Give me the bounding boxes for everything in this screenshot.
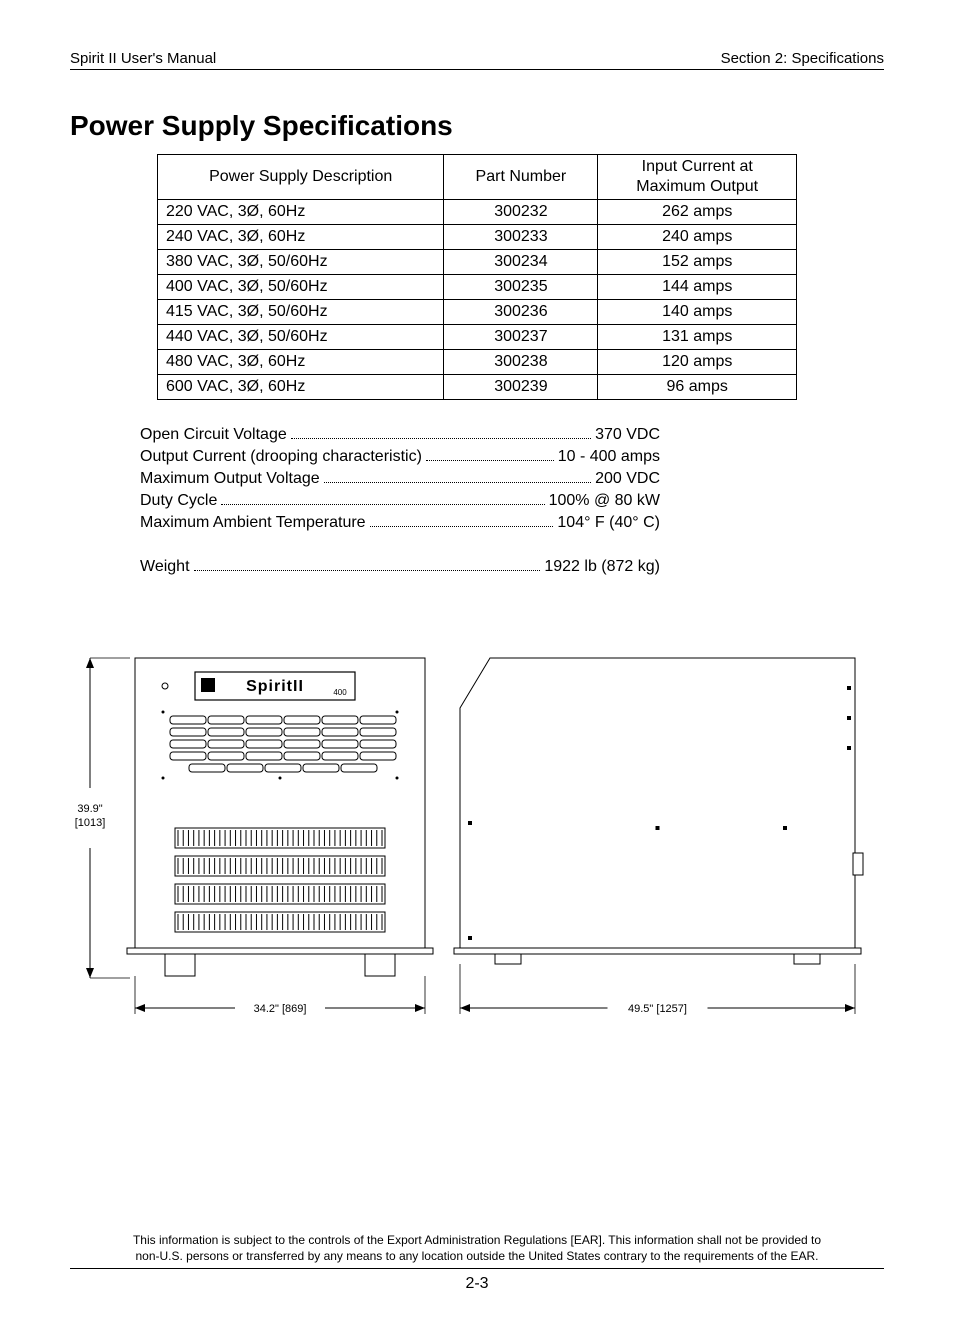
cell-description: 600 VAC, 3Ø, 60Hz: [158, 375, 444, 400]
svg-text:SpiritII: SpiritII: [246, 678, 304, 695]
spec-list: Open Circuit Voltage370 VDCOutput Curren…: [140, 424, 660, 578]
table-row: 240 VAC, 3Ø, 60Hz300233240 amps: [158, 225, 797, 250]
spec-value: 1922 lb (872 kg): [544, 556, 660, 578]
spec-row: Output Current (drooping characteristic)…: [140, 446, 660, 468]
cell-description: 240 VAC, 3Ø, 60Hz: [158, 225, 444, 250]
spec-value: 370 VDC: [595, 424, 660, 446]
cell-part-number: 300239: [444, 375, 598, 400]
cell-part-number: 300236: [444, 300, 598, 325]
table-header-row: Power Supply Description Part Number Inp…: [158, 155, 797, 200]
spec-leader: [426, 446, 554, 461]
svg-text:34.2" [869]: 34.2" [869]: [254, 1003, 307, 1015]
spec-label: Maximum Ambient Temperature: [140, 512, 366, 534]
table-row: 415 VAC, 3Ø, 50/60Hz300236140 amps: [158, 300, 797, 325]
spec-leader: [291, 424, 591, 439]
cell-part-number: 300233: [444, 225, 598, 250]
spec-label: Maximum Output Voltage: [140, 468, 320, 490]
cell-input-current: 140 amps: [598, 300, 797, 325]
cell-description: 220 VAC, 3Ø, 60Hz: [158, 200, 444, 225]
power-supply-table: Power Supply Description Part Number Inp…: [157, 154, 797, 400]
cell-part-number: 300238: [444, 350, 598, 375]
header-right: Section 2: Specifications: [721, 50, 884, 67]
header-left: Spirit II User's Manual: [70, 50, 216, 67]
page-header: Spirit II User's Manual Section 2: Speci…: [70, 50, 884, 70]
cell-input-current: 152 amps: [598, 250, 797, 275]
cell-input-current: 240 amps: [598, 225, 797, 250]
table-row: 440 VAC, 3Ø, 50/60Hz300237131 amps: [158, 325, 797, 350]
spec-label: Weight: [140, 556, 190, 578]
cell-part-number: 300232: [444, 200, 598, 225]
spec-row: Maximum Output Voltage 200 VDC: [140, 468, 660, 490]
footer-line2: non-U.S. persons or transferred by any m…: [135, 1249, 818, 1263]
spec-value: 10 - 400 amps: [558, 446, 660, 468]
spec-leader: [324, 468, 591, 483]
table-row: 600 VAC, 3Ø, 60Hz30023996 amps: [158, 375, 797, 400]
cell-input-current: 131 amps: [598, 325, 797, 350]
spec-label: Duty Cycle: [140, 490, 217, 512]
spec-label: Output Current (drooping characteristic): [140, 446, 422, 468]
col-part-number: Part Number: [444, 155, 598, 200]
spec-row: Open Circuit Voltage 370 VDC: [140, 424, 660, 446]
svg-text:39.9": 39.9": [77, 803, 102, 815]
svg-text:400: 400: [333, 688, 347, 697]
dimension-diagram: 39.9" [1013] SpiritII 400 34.2" [869] 49.5" […: [70, 638, 884, 1053]
spec-leader: [370, 512, 554, 527]
cell-description: 480 VAC, 3Ø, 60Hz: [158, 350, 444, 375]
table-row: 220 VAC, 3Ø, 60Hz300232262 amps: [158, 200, 797, 225]
page-title: Power Supply Specifications: [70, 110, 884, 142]
svg-text:[1013]: [1013]: [75, 817, 106, 829]
spec-leader: [194, 556, 541, 571]
cell-input-current: 262 amps: [598, 200, 797, 225]
cell-input-current: 96 amps: [598, 375, 797, 400]
footer-line1: This information is subject to the contr…: [133, 1233, 821, 1247]
cell-part-number: 300234: [444, 250, 598, 275]
spec-row: Maximum Ambient Temperature 104° F (40° C…: [140, 512, 660, 534]
svg-text:49.5" [1257]: 49.5" [1257]: [628, 1003, 687, 1015]
table-row: 380 VAC, 3Ø, 50/60Hz300234152 amps: [158, 250, 797, 275]
spec-value: 104° F (40° C): [557, 512, 660, 534]
spec-value: 100% @ 80 kW: [549, 490, 660, 512]
spec-row: Weight 1922 lb (872 kg): [140, 556, 660, 578]
col-description: Power Supply Description: [158, 155, 444, 200]
cell-part-number: 300235: [444, 275, 598, 300]
cell-description: 415 VAC, 3Ø, 50/60Hz: [158, 300, 444, 325]
table-row: 400 VAC, 3Ø, 50/60Hz300235144 amps: [158, 275, 797, 300]
cell-input-current: 144 amps: [598, 275, 797, 300]
spec-leader: [221, 490, 544, 505]
cell-description: 440 VAC, 3Ø, 50/60Hz: [158, 325, 444, 350]
cell-input-current: 120 amps: [598, 350, 797, 375]
spec-row: Duty Cycle 100% @ 80 kW: [140, 490, 660, 512]
spec-label: Open Circuit Voltage: [140, 424, 287, 446]
cell-description: 380 VAC, 3Ø, 50/60Hz: [158, 250, 444, 275]
cell-part-number: 300237: [444, 325, 598, 350]
export-footer: This information is subject to the contr…: [70, 1233, 884, 1269]
cell-description: 400 VAC, 3Ø, 50/60Hz: [158, 275, 444, 300]
col-input-current: Input Current atMaximum Output: [598, 155, 797, 200]
table-row: 480 VAC, 3Ø, 60Hz300238120 amps: [158, 350, 797, 375]
spec-value: 200 VDC: [595, 468, 660, 490]
page-number: 2-3: [70, 1275, 884, 1293]
